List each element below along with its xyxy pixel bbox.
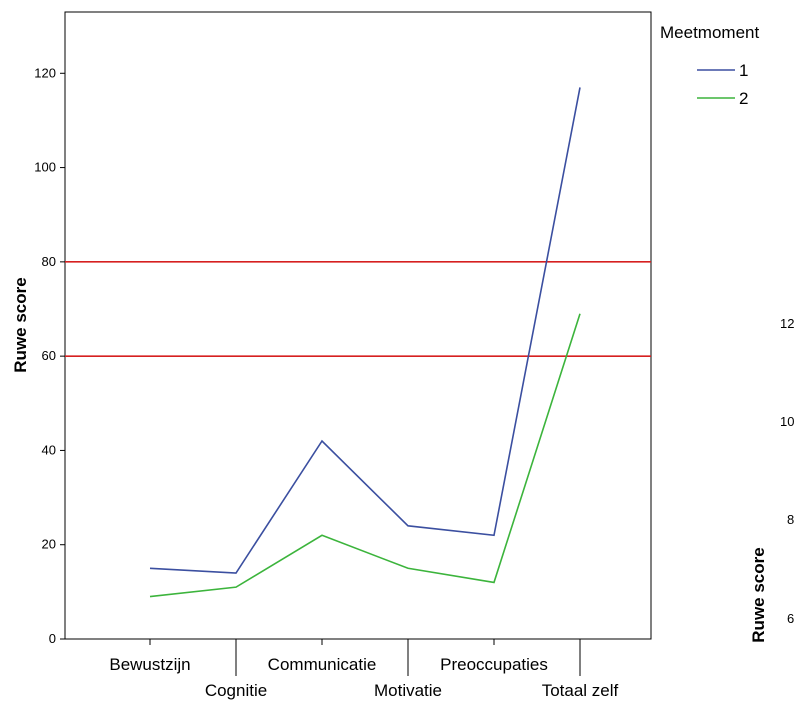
partial-tick-label: 10 xyxy=(780,414,794,429)
x-category-label: Cognitie xyxy=(205,681,267,700)
legend: 12 xyxy=(697,61,748,108)
reference-lines xyxy=(65,261,651,357)
x-category-label: Bewustzijn xyxy=(109,655,190,674)
partial-tick-label: 8 xyxy=(787,512,794,527)
y-tick-label: 40 xyxy=(42,442,56,457)
partial-chart: 12 10 8 6 Ruwe score xyxy=(749,316,794,643)
y-tick-label: 120 xyxy=(34,65,56,80)
x-category-label: Motivatie xyxy=(374,681,442,700)
y-axis-ticks: 0 20 40 60 80 100 120 xyxy=(34,65,65,646)
x-category-label: Communicatie xyxy=(268,655,377,674)
y-tick-label: 80 xyxy=(42,254,56,269)
x-category-label: Preoccupaties xyxy=(440,655,548,674)
plot-frame xyxy=(64,11,652,640)
y-tick-label: 20 xyxy=(42,537,56,552)
partial-y-axis-title: Ruwe score xyxy=(749,547,768,642)
partial-tick-label: 6 xyxy=(787,611,794,626)
y-tick-label: 0 xyxy=(49,631,56,646)
legend-label-2: 2 xyxy=(739,89,748,108)
y-tick-label: 60 xyxy=(42,348,56,363)
series-line-1 xyxy=(149,87,581,574)
y-axis-title: Ruwe score xyxy=(11,277,30,372)
series-lines xyxy=(149,87,581,598)
series-line-2 xyxy=(149,313,581,598)
legend-title: Meetmoment xyxy=(660,23,759,42)
y-tick-label: 100 xyxy=(34,160,56,175)
partial-tick-label: 12 xyxy=(780,316,794,331)
x-category-label: Totaal zelf xyxy=(542,681,619,700)
legend-label-1: 1 xyxy=(739,61,748,80)
